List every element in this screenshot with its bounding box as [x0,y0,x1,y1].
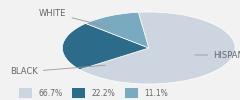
Text: WHITE: WHITE [39,8,110,27]
Text: BLACK: BLACK [10,65,105,76]
Text: 66.7%: 66.7% [38,88,63,98]
Text: 22.2%: 22.2% [91,88,115,98]
FancyBboxPatch shape [125,88,138,98]
Wedge shape [62,23,149,70]
Wedge shape [86,12,149,48]
FancyBboxPatch shape [72,88,85,98]
FancyBboxPatch shape [19,88,32,98]
Text: HISPANIC: HISPANIC [195,50,240,60]
Text: 11.1%: 11.1% [144,88,168,98]
Wedge shape [80,12,235,84]
